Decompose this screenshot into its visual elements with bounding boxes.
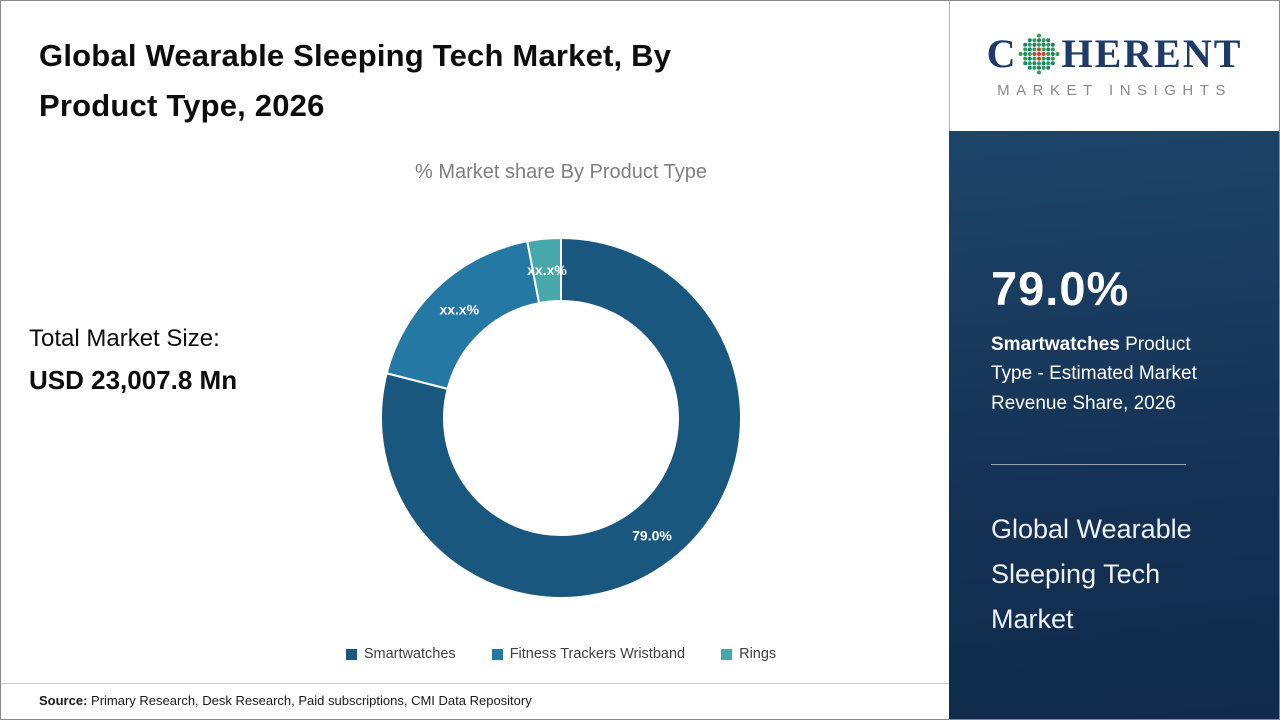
chart-subtitle: % Market share By Product Type — [415, 161, 707, 183]
panel-divider — [991, 464, 1186, 466]
market-size-label: Total Market Size: — [29, 325, 220, 352]
legend-item-0: Smartwatches — [345, 646, 456, 662]
headline-stat-description: Smartwatches Product Type - Estimated Ma… — [991, 330, 1219, 418]
logo-text-pre: C — [986, 31, 1018, 76]
source-note: Source: Primary Research, Desk Research,… — [1, 683, 950, 719]
page-title-line1: Global Wearable Sleeping Tech Market, By — [39, 38, 672, 73]
dotted-globe-icon — [1019, 33, 1060, 75]
slice-label-2: xx.x% — [527, 262, 567, 278]
chart-legend: Smartwatches Fitness Trackers Wristband Ri… — [181, 646, 941, 662]
logo-text-post: HERENT — [1061, 31, 1243, 76]
legend-swatch-2 — [721, 648, 733, 660]
page-title: Global Wearable Sleeping Tech Market, By… — [39, 31, 671, 130]
total-market-size: Total Market Size: USD 23,007.8 Mn — [29, 325, 267, 400]
logo-wordmark: C HERENT — [987, 33, 1243, 75]
market-size-value: USD 23,007.8 Mn — [29, 365, 238, 395]
legend-label-1: Fitness Trackers Wristband — [509, 646, 686, 662]
logo-tagline: MARKET INSIGHTS — [997, 82, 1232, 99]
slice-label-1: xx.x% — [439, 302, 479, 318]
donut-slice-2 — [526, 236, 562, 305]
legend-label-0: Smartwatches — [363, 646, 456, 662]
legend-label-2: Rings — [739, 646, 777, 662]
side-panel-body: 79.0% Smartwatches Product Type - Estima… — [949, 131, 1279, 719]
legend-item-2: Rings — [721, 646, 776, 662]
source-label: Source: — [39, 693, 88, 708]
side-panel: C HERENT MARKET INSIGHTS 79.0% Smartwatch… — [949, 1, 1279, 719]
panel-market-title: Global Wearable Sleeping Tech Market — [991, 514, 1192, 635]
source-text: Primary Research, Desk Research, Paid su… — [87, 693, 532, 708]
brand-logo: C HERENT MARKET INSIGHTS — [949, 1, 1279, 131]
legend-swatch-0 — [345, 648, 357, 660]
headline-stat: 79.0% — [991, 262, 1130, 315]
legend-item-1: Fitness Trackers Wristband — [491, 646, 686, 662]
slice-label-0: 79.0% — [632, 527, 672, 543]
donut-slice-0 — [380, 236, 742, 599]
legend-swatch-1 — [491, 648, 503, 660]
stat-description-rest: Product Type - Estimated Market Revenue … — [991, 334, 1197, 414]
stat-category: Smartwatches — [991, 334, 1120, 355]
donut-chart: 79.0% xx.x% xx.x% — [380, 236, 742, 599]
page-title-line2: Product Type, 2026 — [39, 87, 325, 123]
